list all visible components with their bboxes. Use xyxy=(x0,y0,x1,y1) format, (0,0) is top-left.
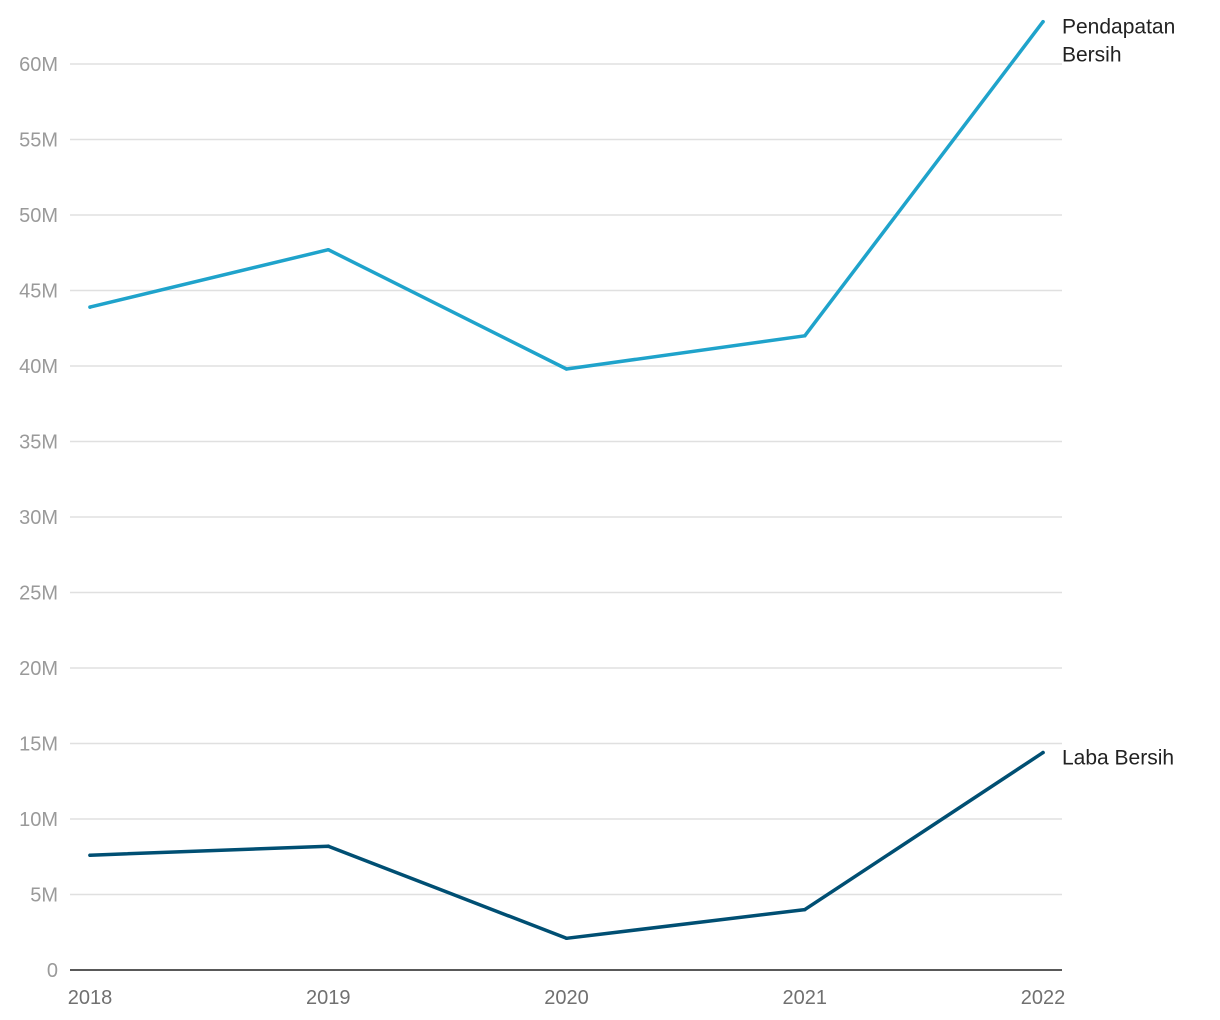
y-tick-label: 15M xyxy=(19,734,58,756)
y-tick-label: 35M xyxy=(19,432,58,454)
data-point xyxy=(564,367,569,371)
x-tick-label: 2019 xyxy=(306,987,351,1009)
data-point xyxy=(88,853,92,857)
y-tick-label: 50M xyxy=(19,205,58,227)
data-point xyxy=(326,247,330,252)
data-point xyxy=(803,907,807,912)
x-tick-label: 2018 xyxy=(68,987,113,1009)
series-line-1 xyxy=(88,750,1045,941)
y-tick-label: 25M xyxy=(19,583,58,605)
y-tick-label: 10M xyxy=(19,809,58,831)
series-label: Bersih xyxy=(1062,44,1122,67)
data-point xyxy=(1041,19,1045,24)
x-axis: 2018 2019 2020 2021 2022 xyxy=(68,969,1066,1009)
data-point xyxy=(1041,750,1045,755)
series-lines xyxy=(88,19,1045,941)
y-tick-label: 45M xyxy=(19,281,58,303)
series-line-0 xyxy=(88,19,1045,371)
series-label: Pendapatan xyxy=(1062,16,1175,39)
series-labels: Pendapatan Bersih Laba Bersih xyxy=(1062,16,1175,770)
data-point xyxy=(564,936,569,941)
y-tick-label: 30M xyxy=(19,507,58,529)
series-label: Laba Bersih xyxy=(1062,747,1174,770)
data-point xyxy=(326,844,330,848)
data-point xyxy=(803,334,807,338)
x-tick-label: 2022 xyxy=(1021,987,1066,1009)
data-point xyxy=(88,305,92,309)
y-tick-label: 40M xyxy=(19,356,58,378)
gridlines xyxy=(70,63,1062,896)
y-tick-label: 5M xyxy=(30,885,58,907)
y-tick-label: 0 xyxy=(47,960,58,982)
y-tick-label: 55M xyxy=(19,130,58,152)
x-tick-label: 2020 xyxy=(544,987,589,1009)
y-tick-label: 60M xyxy=(19,54,58,76)
x-tick-label: 2021 xyxy=(783,987,828,1009)
y-tick-label: 20M xyxy=(19,658,58,680)
y-axis: 0 5M 10M 15M 20M 25M 30M 35M 40M 45M 50M 55M 60M xyxy=(19,54,58,982)
